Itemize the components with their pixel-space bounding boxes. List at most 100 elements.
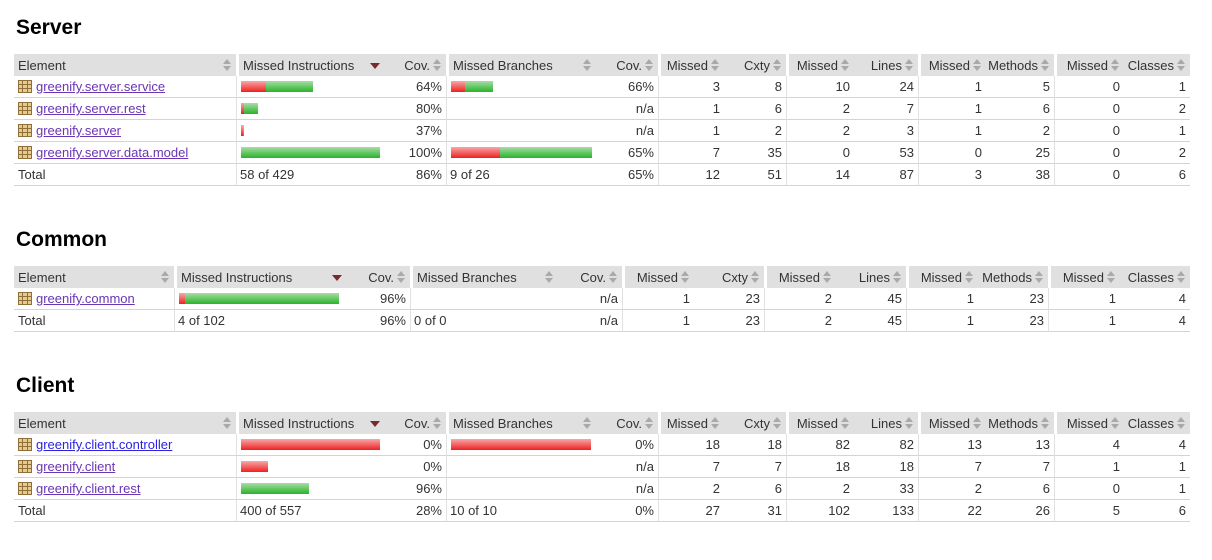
metric-value-methods: 25 [986, 142, 1054, 164]
metric-value-missed-methods: 1 [918, 98, 986, 120]
column-label: Missed Instructions [243, 415, 355, 431]
column-header-missed-branches[interactable]: Missed Branches [446, 412, 596, 434]
column-header-methods[interactable]: Methods [986, 54, 1054, 76]
missed-instructions-bar-cell [236, 76, 384, 98]
metric-value-cxty: 6 [724, 478, 786, 500]
metric-value-missed-methods: 0 [918, 142, 986, 164]
column-label: Cov. [580, 269, 606, 285]
package-link[interactable]: greenify.server.rest [36, 101, 146, 116]
missed-bar-segment [241, 461, 268, 472]
total-lines: 133 [854, 500, 918, 522]
metric-value-missed-cxty: 18 [658, 434, 724, 456]
package-link[interactable]: greenify.server [36, 123, 122, 138]
column-header-missed-cxty[interactable]: Missed [658, 412, 724, 434]
column-header-missed-lines[interactable]: Missed [786, 54, 854, 76]
column-header-methods[interactable]: Methods [978, 266, 1048, 288]
column-header-lines[interactable]: Lines [854, 412, 918, 434]
missed-bar-segment [451, 81, 465, 92]
sort-both-icon [1041, 59, 1050, 71]
sort-both-icon [1177, 59, 1186, 71]
column-header-instruction-coverage[interactable]: Cov. [384, 412, 446, 434]
metric-value-missed-classes: 0 [1054, 76, 1124, 98]
metric-value-lines: 45 [836, 288, 906, 310]
missed-branches-bar-cell [446, 478, 596, 500]
covered-bar-segment [266, 81, 313, 92]
total-instructions: 400 of 557 [236, 500, 384, 522]
column-header-methods[interactable]: Methods [986, 412, 1054, 434]
metric-value-missed-cxty: 2 [658, 478, 724, 500]
column-header-missed-classes[interactable]: Missed [1054, 412, 1124, 434]
column-header-element[interactable]: Element [14, 412, 236, 434]
instruction-coverage-value: 96% [346, 288, 410, 310]
column-header-branch-coverage[interactable]: Cov. [596, 54, 658, 76]
column-header-instruction-coverage[interactable]: Cov. [384, 54, 446, 76]
column-header-element[interactable]: Element [14, 54, 236, 76]
column-header-missed-lines[interactable]: Missed [786, 412, 854, 434]
column-header-missed-instructions[interactable]: Missed Instructions [236, 412, 384, 434]
metric-value-cxty: 23 [694, 288, 764, 310]
total-missed-methods: 22 [918, 500, 986, 522]
coverage-bar [241, 461, 380, 472]
column-header-cxty[interactable]: Cxty [694, 266, 764, 288]
column-header-missed-branches[interactable]: Missed Branches [446, 54, 596, 76]
coverage-bar [241, 439, 380, 450]
metric-value-missed-cxty: 7 [658, 142, 724, 164]
coverage-table-common: Element Missed Instructions Cov. Missed Bra… [14, 266, 1190, 332]
column-header-missed-cxty[interactable]: Missed [622, 266, 694, 288]
column-header-missed-instructions[interactable]: Missed Instructions [236, 54, 384, 76]
column-header-missed-methods[interactable]: Missed [918, 54, 986, 76]
missed-bar-segment [451, 439, 591, 450]
total-missed-lines: 14 [786, 164, 854, 186]
column-label: Missed [666, 57, 708, 73]
column-header-missed-classes[interactable]: Missed [1048, 266, 1120, 288]
column-header-missed-cxty[interactable]: Missed [658, 54, 724, 76]
column-header-lines[interactable]: Lines [836, 266, 906, 288]
column-header-missed-methods[interactable]: Missed [906, 266, 978, 288]
metric-value-missed-cxty: 1 [658, 120, 724, 142]
column-header-missed-branches[interactable]: Missed Branches [410, 266, 558, 288]
package-link[interactable]: greenify.client [36, 459, 116, 474]
column-header-branch-coverage[interactable]: Cov. [558, 266, 622, 288]
sort-both-icon [905, 417, 914, 429]
missed-branches-bar-cell [446, 434, 596, 456]
metric-value-missed-lines: 0 [786, 142, 854, 164]
column-header-cxty[interactable]: Cxty [724, 54, 786, 76]
sort-both-icon [905, 59, 914, 71]
column-header-missed-methods[interactable]: Missed [918, 412, 986, 434]
sort-desc-icon [370, 417, 380, 429]
total-missed-classes: 1 [1048, 310, 1120, 332]
metric-value-methods: 23 [978, 288, 1048, 310]
total-instructions: 58 of 429 [236, 164, 384, 186]
sort-both-icon [711, 417, 720, 429]
total-classes: 6 [1124, 500, 1190, 522]
coverage-bar [451, 81, 592, 92]
package-icon [18, 438, 32, 451]
column-header-branch-coverage[interactable]: Cov. [596, 412, 658, 434]
total-methods: 26 [986, 500, 1054, 522]
column-header-cxty[interactable]: Cxty [724, 412, 786, 434]
column-header-missed-lines[interactable]: Missed [764, 266, 836, 288]
column-label: Cov. [404, 57, 430, 73]
package-link[interactable]: greenify.common [36, 291, 135, 306]
total-missed-lines: 102 [786, 500, 854, 522]
package-link[interactable]: greenify.client.controller [36, 437, 173, 452]
column-header-classes[interactable]: Classes [1120, 266, 1190, 288]
total-label: Total [14, 500, 236, 522]
missed-instructions-bar-cell [174, 288, 346, 310]
sort-both-icon [645, 417, 654, 429]
column-header-missed-instructions[interactable]: Missed Instructions [174, 266, 346, 288]
column-label: Missed [1066, 57, 1108, 73]
column-header-classes[interactable]: Classes [1124, 54, 1190, 76]
package-link[interactable]: greenify.client.rest [36, 481, 141, 496]
missed-bar-segment [241, 439, 380, 450]
package-link[interactable]: greenify.server.service [36, 79, 166, 94]
column-header-lines[interactable]: Lines [854, 54, 918, 76]
coverage-bar [241, 125, 380, 136]
metric-value-lines: 18 [854, 456, 918, 478]
column-header-element[interactable]: Element [14, 266, 174, 288]
column-header-missed-classes[interactable]: Missed [1054, 54, 1124, 76]
package-link[interactable]: greenify.server.data.model [36, 145, 189, 160]
total-methods: 23 [978, 310, 1048, 332]
column-header-classes[interactable]: Classes [1124, 412, 1190, 434]
column-header-instruction-coverage[interactable]: Cov. [346, 266, 410, 288]
